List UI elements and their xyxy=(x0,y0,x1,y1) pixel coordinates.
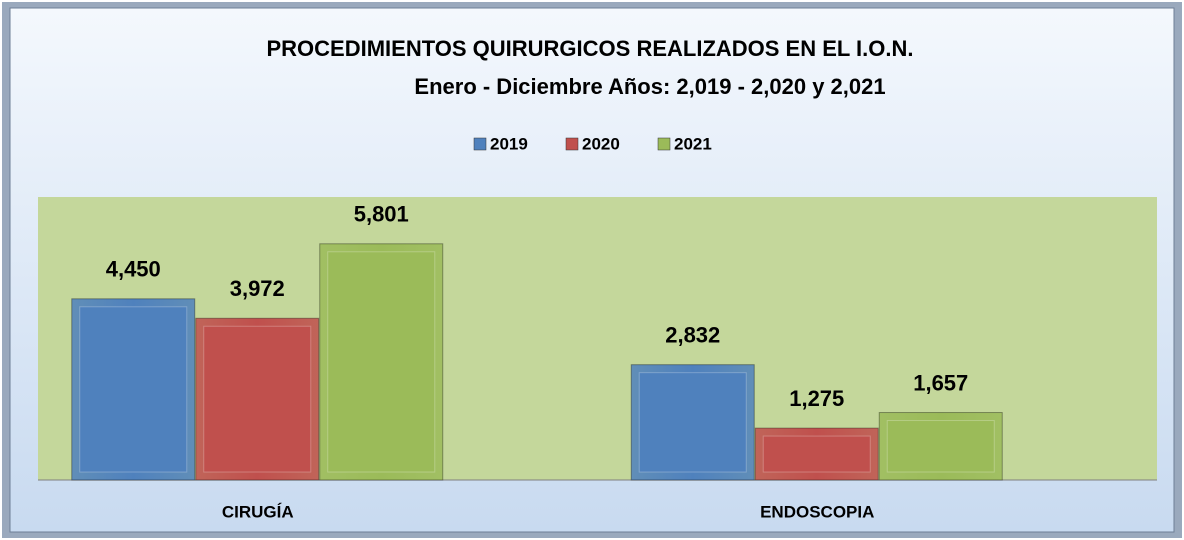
data-label: 5,801 xyxy=(354,202,409,227)
legend: 2019 2020 2021 xyxy=(473,134,712,153)
legend-label: 2020 xyxy=(582,134,620,153)
chart-subtitle: Enero - Diciembre Años: 2,019 - 2,020 y … xyxy=(414,74,885,99)
data-label: 1,657 xyxy=(913,370,968,395)
legend-swatch xyxy=(473,137,487,151)
bar-bevel xyxy=(203,325,312,473)
legend-swatch xyxy=(657,137,671,151)
bar-bevel xyxy=(327,251,436,473)
x-tick-label: CIRUGÍA xyxy=(222,502,294,521)
bar-bevel xyxy=(886,420,995,473)
bar-bevel xyxy=(762,435,871,473)
data-label: 3,972 xyxy=(230,276,285,301)
data-label: 2,832 xyxy=(665,322,720,347)
legend-label: 2019 xyxy=(490,134,528,153)
data-label: 4,450 xyxy=(106,257,161,282)
x-tick-label: ENDOSCOPIA xyxy=(760,502,874,521)
legend-label: 2021 xyxy=(674,134,712,153)
data-label: 1,275 xyxy=(789,386,844,411)
bar-bevel xyxy=(638,372,747,473)
bar-bevel xyxy=(79,306,188,473)
legend-swatch xyxy=(565,137,579,151)
chart-title: PROCEDIMIENTOS QUIRURGICOS REALIZADOS EN… xyxy=(266,36,913,61)
